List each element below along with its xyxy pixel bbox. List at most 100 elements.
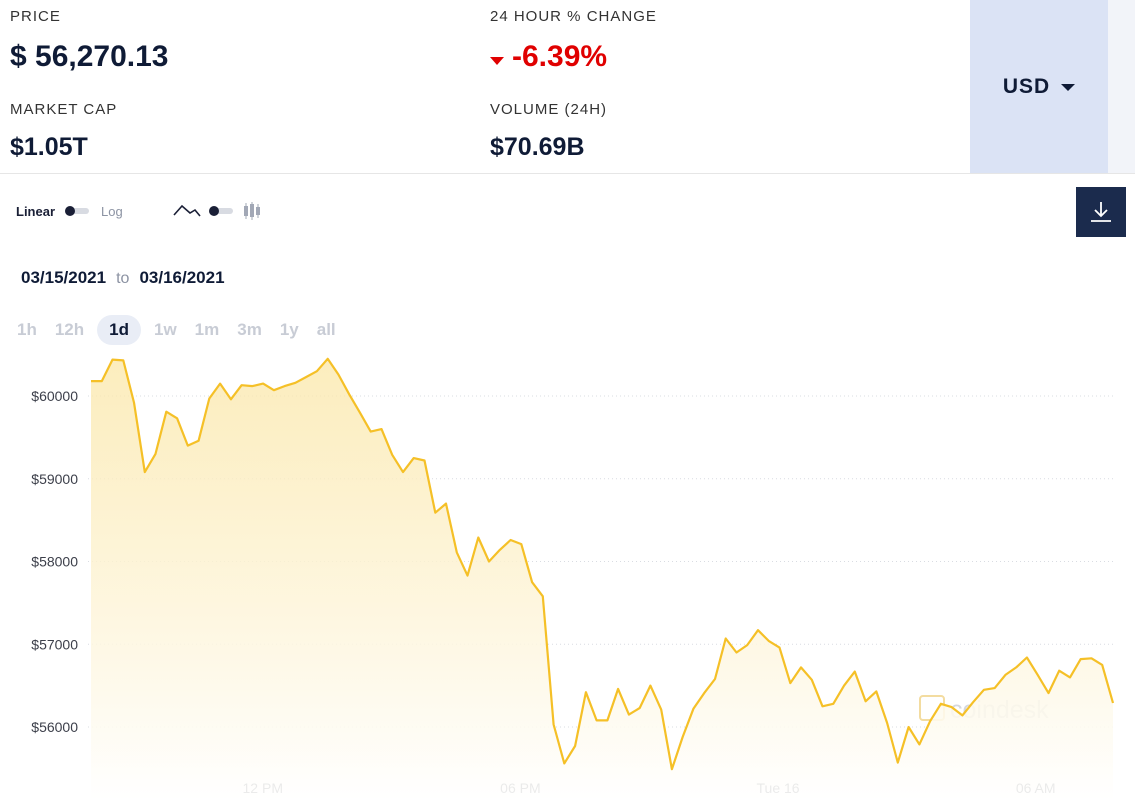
data-point[interactable]: [842, 684, 846, 688]
data-point[interactable]: [982, 688, 986, 692]
date-to[interactable]: 03/16/2021: [139, 268, 225, 287]
data-point[interactable]: [788, 681, 792, 685]
data-point[interactable]: [831, 702, 835, 706]
scale-log-label[interactable]: Log: [101, 203, 123, 219]
data-point[interactable]: [616, 687, 620, 691]
data-point[interactable]: [950, 705, 954, 709]
data-point[interactable]: [638, 706, 642, 710]
data-point[interactable]: [143, 470, 147, 474]
data-point[interactable]: [864, 699, 868, 703]
data-point[interactable]: [724, 636, 728, 640]
data-point[interactable]: [605, 718, 609, 722]
data-point[interactable]: [401, 470, 405, 474]
data-point[interactable]: [702, 691, 706, 695]
range-1d[interactable]: 1d: [97, 315, 141, 345]
data-point[interactable]: [799, 665, 803, 669]
data-point[interactable]: [756, 628, 760, 632]
data-point[interactable]: [584, 690, 588, 694]
data-point[interactable]: [315, 369, 319, 373]
range-all[interactable]: all: [316, 320, 336, 339]
candlestick-icon[interactable]: [243, 201, 261, 221]
data-point[interactable]: [993, 686, 997, 690]
data-point[interactable]: [928, 719, 932, 723]
data-point[interactable]: [132, 401, 136, 405]
data-point[interactable]: [175, 416, 179, 420]
data-point[interactable]: [154, 452, 158, 456]
data-point[interactable]: [186, 444, 190, 448]
data-point[interactable]: [455, 550, 459, 554]
data-point[interactable]: [1003, 673, 1007, 677]
data-point[interactable]: [240, 383, 244, 387]
data-point[interactable]: [487, 560, 491, 564]
data-point[interactable]: [917, 742, 921, 746]
data-point[interactable]: [1014, 665, 1018, 669]
data-point[interactable]: [648, 684, 652, 688]
data-point[interactable]: [444, 502, 448, 506]
date-from[interactable]: 03/15/2021: [21, 268, 107, 287]
range-12h[interactable]: 12h: [54, 320, 85, 339]
data-point[interactable]: [1100, 663, 1104, 667]
data-point[interactable]: [1079, 657, 1083, 661]
data-point[interactable]: [734, 651, 738, 655]
data-point[interactable]: [358, 411, 362, 415]
data-point[interactable]: [379, 427, 383, 431]
data-point[interactable]: [164, 410, 168, 414]
data-point[interactable]: [89, 379, 93, 383]
data-point[interactable]: [541, 594, 545, 598]
data-point[interactable]: [853, 670, 857, 674]
data-point[interactable]: [778, 646, 782, 650]
data-point[interactable]: [476, 536, 480, 540]
price-chart[interactable]: $56000$57000$58000$59000$60000 12 PM06 P…: [0, 340, 1135, 811]
data-point[interactable]: [1068, 675, 1072, 679]
data-point[interactable]: [283, 384, 287, 388]
data-point[interactable]: [498, 548, 502, 552]
data-point[interactable]: [509, 538, 513, 542]
data-point[interactable]: [218, 382, 222, 386]
data-point[interactable]: [939, 702, 943, 706]
data-point[interactable]: [272, 388, 276, 392]
data-point[interactable]: [229, 397, 233, 401]
data-point[interactable]: [207, 396, 211, 400]
data-point[interactable]: [466, 574, 470, 578]
data-point[interactable]: [821, 704, 825, 708]
data-point[interactable]: [422, 459, 426, 463]
data-point[interactable]: [1057, 669, 1061, 673]
range-1w[interactable]: 1w: [153, 320, 177, 339]
currency-select[interactable]: USD: [970, 0, 1108, 174]
data-point[interactable]: [347, 392, 351, 396]
data-point[interactable]: [519, 542, 523, 546]
data-point[interactable]: [691, 707, 695, 711]
data-point[interactable]: [111, 358, 115, 362]
data-point[interactable]: [971, 700, 975, 704]
range-1h[interactable]: 1h: [17, 320, 37, 339]
data-point[interactable]: [767, 639, 771, 643]
download-button[interactable]: [1076, 187, 1126, 237]
range-3m[interactable]: 3m: [237, 320, 262, 339]
data-point[interactable]: [960, 713, 964, 717]
range-1y[interactable]: 1y: [279, 320, 299, 339]
data-point[interactable]: [1089, 656, 1093, 660]
data-point[interactable]: [713, 677, 717, 681]
data-point[interactable]: [874, 689, 878, 693]
data-point[interactable]: [681, 735, 685, 739]
data-point[interactable]: [412, 456, 416, 460]
line-chart-icon[interactable]: [173, 203, 201, 219]
data-point[interactable]: [250, 384, 254, 388]
data-point[interactable]: [390, 453, 394, 457]
data-point[interactable]: [1111, 701, 1115, 705]
data-point[interactable]: [552, 723, 556, 727]
data-point[interactable]: [369, 430, 373, 434]
data-point[interactable]: [562, 761, 566, 765]
data-point[interactable]: [595, 718, 599, 722]
data-point[interactable]: [1046, 691, 1050, 695]
scale-linear-label[interactable]: Linear: [16, 203, 56, 219]
data-point[interactable]: [1036, 673, 1040, 677]
data-point[interactable]: [885, 721, 889, 725]
data-point[interactable]: [293, 381, 297, 385]
data-point[interactable]: [261, 382, 265, 386]
data-point[interactable]: [907, 725, 911, 729]
data-point[interactable]: [670, 767, 674, 771]
data-point[interactable]: [530, 580, 534, 584]
data-point[interactable]: [659, 708, 663, 712]
data-point[interactable]: [896, 761, 900, 765]
